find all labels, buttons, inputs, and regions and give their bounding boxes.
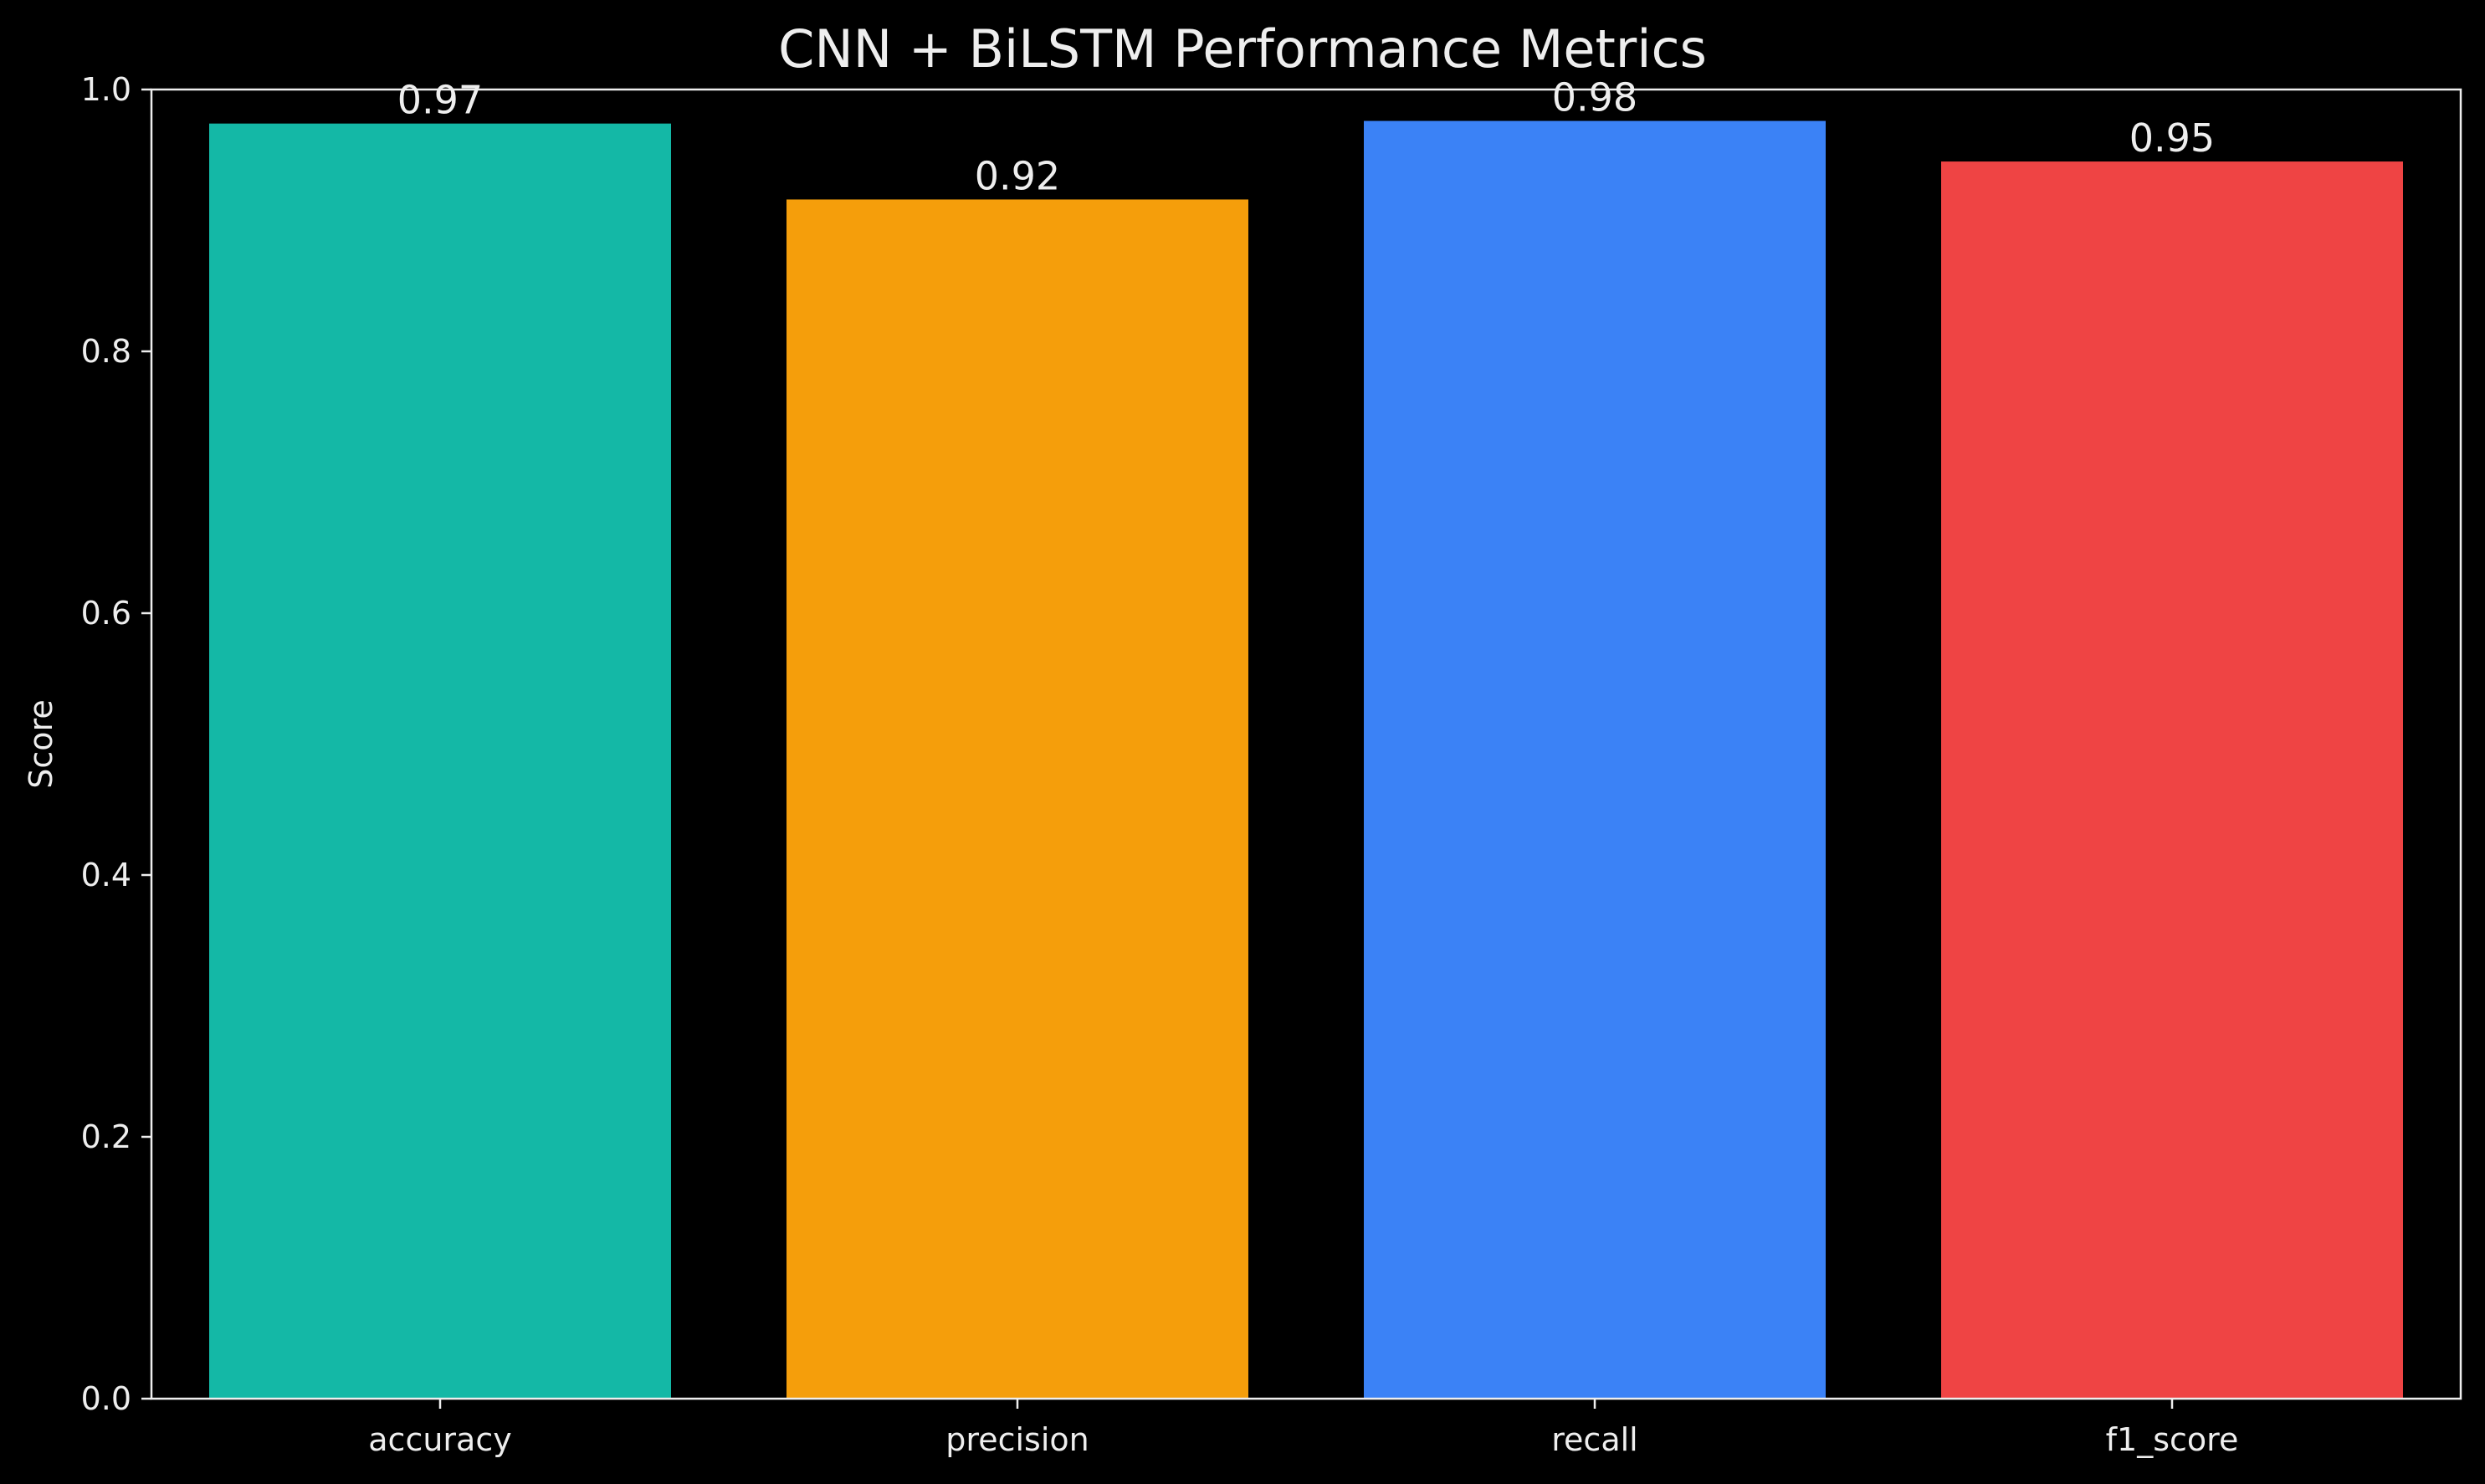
- y-tick-label: 0.6: [81, 595, 131, 632]
- bar-precision: [786, 199, 1248, 1400]
- y-tick-label: 0.4: [81, 857, 131, 893]
- bar-value-label: 0.97: [397, 78, 483, 123]
- bar-value-label: 0.95: [2129, 115, 2215, 161]
- plot-frame: [150, 88, 2462, 1400]
- bar-value-label: 0.98: [1552, 75, 1637, 120]
- bar-value-labels: 0.97 0.92 0.98 0.95: [397, 75, 2215, 199]
- x-axis-ticks: accuracy precision recall f1_score: [368, 1399, 2238, 1458]
- bar-f1-score: [1941, 161, 2403, 1400]
- x-tick-label: recall: [1551, 1421, 1637, 1458]
- y-tick-label: 1.0: [81, 71, 131, 108]
- chart-title: CNN + BiLSTM Performance Metrics: [778, 18, 1707, 79]
- y-axis-ticks: 0.0 0.2 0.4 0.6 0.8 1.0: [81, 71, 151, 1417]
- x-tick-label: f1_score: [2106, 1421, 2239, 1458]
- x-tick-label: accuracy: [368, 1421, 511, 1458]
- bar-accuracy: [209, 123, 671, 1400]
- y-axis-label: Score: [23, 699, 59, 788]
- y-tick-label: 0.8: [81, 333, 131, 370]
- bar-value-label: 0.92: [975, 153, 1060, 198]
- y-tick-label: 0.2: [81, 1118, 131, 1155]
- bars-group: [209, 120, 2403, 1400]
- bar-recall: [1364, 120, 1826, 1399]
- y-tick-label: 0.0: [81, 1380, 131, 1417]
- x-tick-label: precision: [945, 1421, 1089, 1458]
